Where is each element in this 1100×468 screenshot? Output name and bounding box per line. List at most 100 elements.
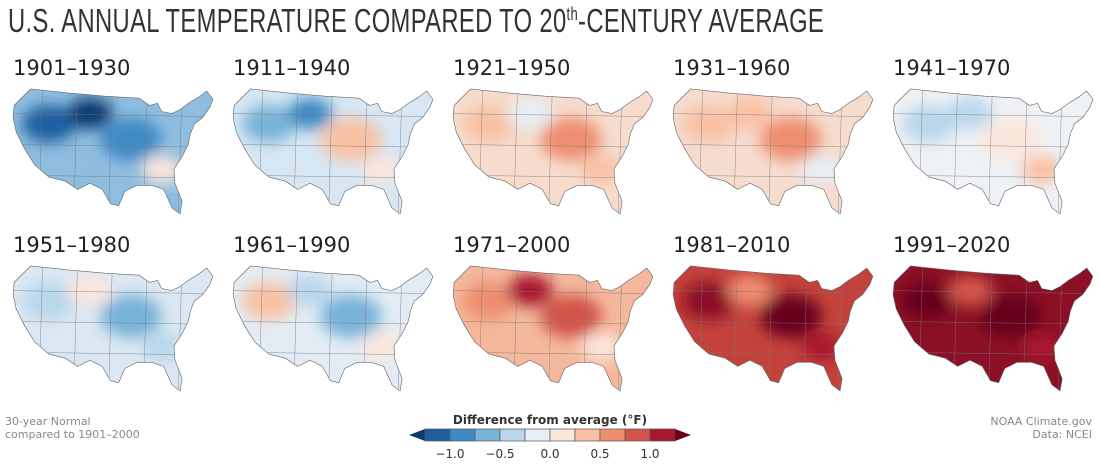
anomaly-region [361, 332, 403, 362]
state-border [13, 113, 213, 117]
anomaly-region [141, 332, 183, 362]
anomaly-region [320, 294, 382, 338]
us-outline [12, 88, 214, 215]
state-border [453, 290, 653, 294]
state-border [233, 144, 433, 148]
us-temperature-map [892, 265, 1094, 392]
us-outline [672, 88, 874, 215]
map-panel: 1991–2020 [888, 233, 1098, 408]
legend-colorbar [409, 428, 691, 442]
us-outline [892, 265, 1094, 392]
us-temperature-map [12, 265, 214, 392]
anomaly-region [22, 282, 76, 320]
legend-bin [524, 428, 551, 442]
state-border [673, 290, 873, 294]
map-panel: 1951–1980 [8, 233, 218, 408]
anomaly-region [581, 332, 623, 362]
period-label: 1971–2000 [453, 233, 571, 257]
anomaly-region [902, 282, 956, 320]
state-border [548, 266, 553, 391]
legend-low-arrow [409, 429, 425, 441]
anomaly-region [507, 97, 553, 130]
period-label: 1911–1940 [233, 56, 351, 80]
anomaly-region [727, 97, 773, 130]
legend-bin [624, 428, 651, 442]
period-label: 1991–2020 [893, 233, 1011, 257]
anomaly-region [682, 105, 736, 143]
anomaly-region [287, 274, 333, 307]
state-border [108, 88, 113, 214]
us-outline [232, 265, 434, 392]
us-outline [452, 88, 654, 215]
state-border [233, 321, 433, 325]
anomaly-region [141, 155, 183, 185]
anomaly-region [581, 155, 623, 185]
state-border [13, 290, 213, 294]
state-border [673, 321, 873, 325]
state-border [768, 88, 773, 214]
state-border [768, 266, 773, 391]
state-border [893, 144, 1093, 148]
us-temperature-map [452, 88, 654, 215]
map-panel: 1911–1940 [228, 56, 438, 231]
state-border [453, 113, 653, 117]
legend-bin [449, 428, 476, 442]
figure-title: U.S. ANNUAL TEMPERATURE COMPARED TO 20th… [8, 2, 825, 39]
state-border [328, 266, 333, 391]
state-border [893, 290, 1093, 294]
legend-bin [499, 428, 526, 442]
legend-bin [474, 428, 501, 442]
legend-bin [599, 428, 626, 442]
us-outline [232, 88, 434, 215]
anomaly-region [361, 155, 403, 185]
legend-tick-label: −1.0 [435, 447, 465, 461]
anomaly-region [980, 294, 1042, 338]
state-border [453, 321, 653, 325]
anomaly-region [67, 274, 113, 307]
us-outline [892, 88, 1094, 215]
state-border [233, 113, 433, 117]
state-border [673, 144, 873, 148]
anomaly-region [100, 117, 162, 161]
legend-tick-label: 1.0 [640, 447, 660, 461]
anomaly-region [801, 332, 843, 362]
map-panel: 1961–1990 [228, 233, 438, 408]
us-temperature-map [672, 265, 874, 392]
map-panel: 1921–1950 [448, 56, 658, 231]
legend-bin [424, 428, 451, 442]
state-border [13, 144, 213, 148]
legend-bin [649, 428, 676, 442]
period-label: 1961–1990 [233, 233, 351, 257]
state-border [893, 113, 1093, 117]
normal-note: 30-year Normal compared to 1901–2000 [5, 415, 140, 441]
state-border [13, 321, 213, 325]
map-panel: 1901–1930 [8, 56, 218, 231]
anomaly-region [1021, 155, 1063, 185]
anomaly-region [462, 105, 516, 143]
state-border [673, 113, 873, 117]
state-border [233, 290, 433, 294]
state-border [548, 88, 553, 214]
us-outline [672, 265, 874, 392]
state-border [108, 266, 113, 391]
credit-note: NOAA Climate.gov Data: NCEI [990, 415, 1092, 441]
anomaly-region [287, 97, 333, 130]
state-border [893, 321, 1093, 325]
anomaly-region [100, 294, 162, 338]
us-temperature-map [452, 265, 654, 392]
anomaly-region [540, 294, 602, 338]
anomaly-region [760, 117, 822, 161]
anomaly-region [507, 274, 553, 307]
anomaly-region [22, 105, 76, 143]
legend-bin [574, 428, 601, 442]
anomaly-region [947, 97, 993, 130]
state-border [988, 88, 993, 214]
period-label: 1921–1950 [453, 56, 571, 80]
anomaly-region [727, 274, 773, 307]
period-label: 1951–1980 [13, 233, 131, 257]
anomaly-region [320, 117, 382, 161]
anomaly-region [242, 282, 296, 320]
color-legend: Difference from average (°F) −1.0 −0.5 0.0… [405, 413, 695, 463]
period-label: 1981–2010 [673, 233, 791, 257]
